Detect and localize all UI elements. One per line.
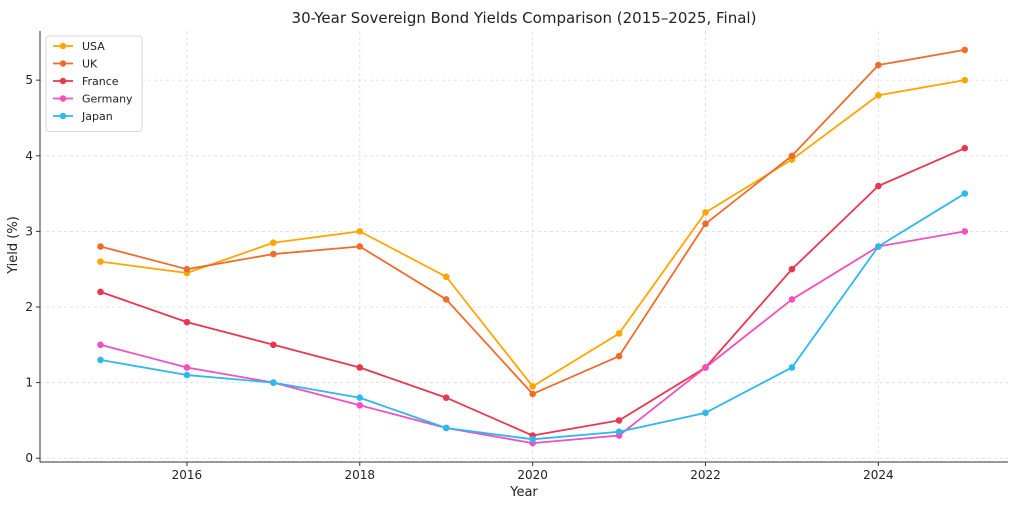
data-point-usa	[442, 273, 450, 281]
data-point-usa	[875, 91, 882, 99]
legend-label-germany: Germany	[82, 93, 133, 106]
data-point-uk	[356, 243, 364, 250]
data-point-japan	[961, 190, 969, 197]
series-lines	[97, 46, 969, 447]
legend-marker-usa	[59, 42, 67, 50]
x-tick-label: 2018	[345, 468, 376, 482]
data-point-france	[442, 394, 450, 402]
legend-label-usa: USA	[82, 40, 105, 53]
data-point-usa	[356, 228, 364, 235]
y-tick-label: 1	[25, 376, 33, 390]
data-point-uk	[961, 46, 969, 54]
legend-label-france: France	[82, 75, 119, 88]
data-point-japan	[270, 379, 277, 386]
data-point-france	[97, 288, 104, 296]
data-point-usa	[961, 76, 969, 84]
data-point-france	[788, 265, 796, 273]
legend-marker-germany	[59, 95, 67, 102]
data-point-uk	[442, 296, 450, 303]
x-tick-label: 2016	[172, 468, 203, 482]
data-point-japan	[97, 356, 104, 364]
data-point-germany	[356, 401, 364, 409]
data-point-uk	[183, 265, 191, 273]
data-point-uk	[702, 220, 709, 228]
y-axis-label: Yield (%)	[6, 216, 21, 275]
data-point-france	[183, 318, 191, 326]
x-axis-label: Year	[509, 485, 538, 500]
x-tick-label: 2022	[690, 468, 721, 482]
data-point-usa	[529, 383, 536, 390]
legend: USA UK France Germany Japan	[45, 35, 143, 132]
legend-item-japan: Japan	[53, 110, 113, 123]
data-point-japan	[875, 243, 882, 250]
y-tick-label: 5	[25, 73, 33, 87]
data-point-uk	[97, 243, 104, 250]
legend-item-usa: USA	[53, 40, 105, 53]
data-point-france	[875, 182, 882, 190]
legend-label-japan: Japan	[81, 110, 113, 123]
x-tick-label: 2020	[517, 468, 548, 482]
data-point-germany	[702, 364, 709, 371]
data-point-uk	[615, 352, 623, 360]
data-point-germany	[97, 341, 104, 349]
y-tick-label: 3	[25, 224, 33, 238]
y-tick-label: 0	[25, 451, 33, 465]
data-point-usa	[702, 209, 709, 216]
legend-item-uk: UK	[53, 58, 98, 71]
data-point-japan	[615, 428, 623, 436]
data-point-france	[356, 364, 364, 371]
data-point-japan	[702, 409, 709, 417]
data-point-usa	[615, 330, 623, 337]
legend-marker-japan	[59, 112, 67, 120]
grid-lines	[40, 31, 1008, 462]
chart-title: 30-Year Sovereign Bond Yields Comparison…	[292, 9, 757, 27]
legend-item-germany: Germany	[53, 93, 133, 106]
data-point-japan	[356, 394, 364, 402]
series-japan	[97, 190, 969, 443]
x-tick-label: 2024	[863, 468, 894, 482]
y-tick-label: 2	[25, 300, 33, 314]
series-uk	[97, 46, 969, 398]
data-point-japan	[183, 371, 191, 379]
y-tick-label: 4	[25, 149, 33, 163]
legend-marker-france	[59, 77, 67, 85]
legend-item-france: France	[53, 75, 119, 88]
series-line-uk	[100, 49, 965, 395]
legend-box	[45, 35, 143, 132]
data-point-uk	[788, 152, 796, 160]
data-point-germany	[183, 364, 191, 371]
data-point-usa	[270, 239, 277, 247]
data-point-france	[961, 144, 969, 152]
data-point-japan	[442, 424, 450, 432]
data-point-france	[615, 417, 623, 424]
legend-label-uk: UK	[82, 58, 98, 71]
data-point-usa	[97, 258, 104, 265]
data-point-japan	[788, 364, 796, 371]
series-line-usa	[100, 79, 965, 388]
data-point-germany	[788, 296, 796, 303]
data-point-uk	[270, 250, 277, 258]
data-point-france	[270, 341, 277, 349]
axes: 2016 2018 2020 2022 2024 0 1 2 3 4 5	[25, 31, 1008, 482]
data-point-uk	[875, 61, 882, 69]
legend-marker-uk	[59, 60, 67, 67]
data-point-japan	[529, 436, 536, 443]
data-point-germany	[961, 228, 969, 235]
data-point-uk	[529, 390, 536, 398]
